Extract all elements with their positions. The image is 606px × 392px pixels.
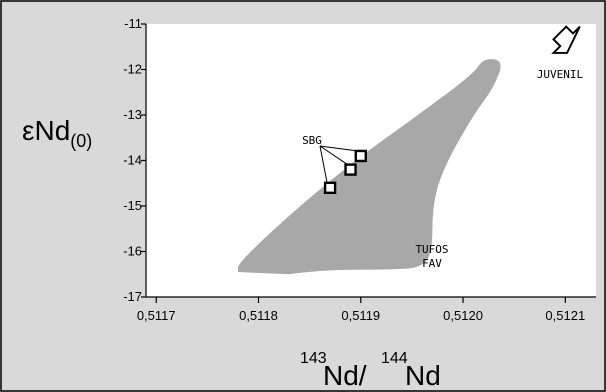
tufos-fav-field <box>238 59 501 275</box>
y-tick-label: -16 <box>123 244 142 259</box>
sbg-label: SBG <box>302 134 322 147</box>
y-axis-label: εNd(0) <box>22 115 92 151</box>
x-tick-label: 0,5117 <box>137 308 176 323</box>
y-tick-label: -12 <box>123 62 142 77</box>
x-axis-label: 143 Nd/ 144 Nd <box>300 350 441 391</box>
juvenil-label: JUVENIL <box>537 68 584 81</box>
x-tick-label: 0,5119 <box>341 308 380 323</box>
field-label-fav: FAV <box>422 257 442 270</box>
sbg-points <box>319 145 367 195</box>
x-tick-label: 0,5120 <box>443 308 483 323</box>
sbg-leader-line <box>319 145 358 152</box>
svg-text:Nd/: Nd/ <box>323 360 367 391</box>
y-tick-label: -17 <box>123 289 142 304</box>
svg-text:144: 144 <box>381 350 408 367</box>
sbg-point <box>354 149 367 163</box>
sbg-leader-line <box>319 145 348 166</box>
x-tick-label: 0,5121 <box>545 308 585 323</box>
y-tick-label: -15 <box>123 198 142 213</box>
svg-text:Nd: Nd <box>405 360 441 391</box>
y-tick-label: -14 <box>123 153 142 168</box>
y-tick-label: -11 <box>124 16 142 31</box>
svg-text:143: 143 <box>300 350 327 367</box>
sbg-point <box>323 181 337 195</box>
axes: -11 -12 -13 -14 -15 -16 -17 0,5117 0,5118 0,5119 0… <box>123 16 596 323</box>
sbg-point <box>344 163 357 176</box>
juvenil-arrow-icon <box>551 25 581 54</box>
x-tick-label: 0,5118 <box>239 308 278 323</box>
field-label-tufos: TUFOS <box>415 243 448 256</box>
sbg-leader-line <box>319 145 328 183</box>
y-tick-label: -13 <box>123 107 142 122</box>
